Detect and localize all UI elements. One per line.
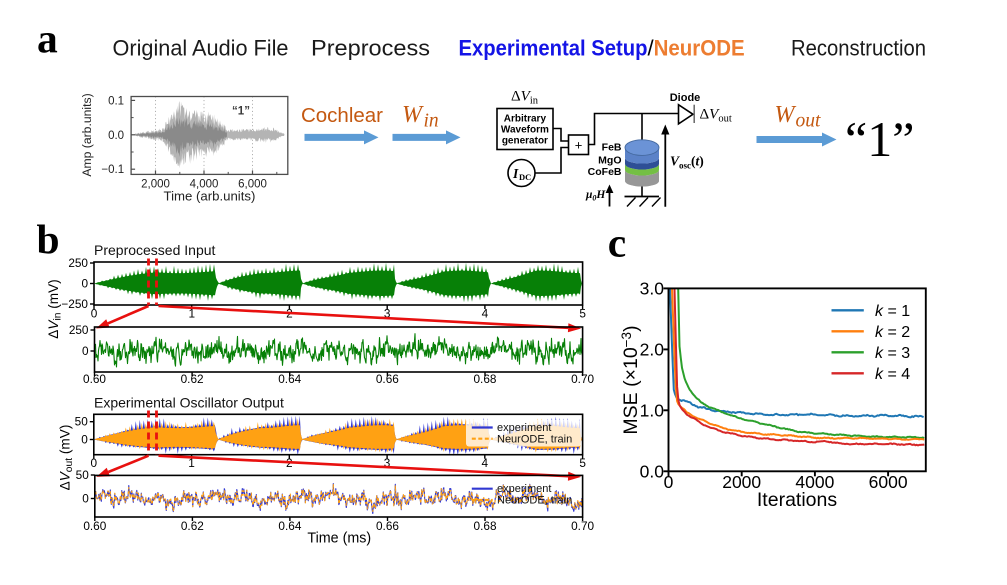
svg-text:0.64: 0.64 bbox=[278, 372, 301, 386]
svg-text:CoFeB: CoFeB bbox=[588, 166, 622, 178]
svg-text:0: 0 bbox=[81, 433, 88, 447]
svg-text:4000: 4000 bbox=[795, 472, 834, 492]
svg-text:MgO: MgO bbox=[598, 155, 621, 167]
svg-text:in: in bbox=[424, 111, 439, 132]
svg-text:Time (ms): Time (ms) bbox=[307, 530, 371, 546]
svg-text:2,000: 2,000 bbox=[141, 178, 170, 190]
svg-text:50: 50 bbox=[76, 468, 90, 482]
svg-text:0.0: 0.0 bbox=[640, 462, 665, 482]
svg-text:0.62: 0.62 bbox=[181, 372, 204, 386]
svg-text:Experimental Setup/NeurODE: Experimental Setup/NeurODE bbox=[459, 36, 745, 61]
svg-text:4,000: 4,000 bbox=[190, 178, 219, 190]
svg-text:0.68: 0.68 bbox=[474, 519, 497, 533]
svg-text:2.0: 2.0 bbox=[640, 340, 665, 360]
svg-text:−250: −250 bbox=[61, 297, 88, 311]
svg-text:NeurODE, train: NeurODE, train bbox=[497, 495, 572, 507]
svg-text:1: 1 bbox=[188, 307, 195, 321]
svg-text:5: 5 bbox=[579, 307, 586, 321]
svg-text:b: b bbox=[37, 216, 60, 262]
svg-text:0.70: 0.70 bbox=[571, 372, 594, 386]
svg-text:6,000: 6,000 bbox=[238, 178, 267, 190]
svg-text:Experimental Oscillator Output: Experimental Oscillator Output bbox=[94, 395, 284, 411]
svg-text:−0.1: −0.1 bbox=[101, 164, 124, 176]
svg-text:0.60: 0.60 bbox=[83, 372, 106, 386]
svg-text:experiment: experiment bbox=[497, 483, 551, 495]
svg-text:W: W bbox=[402, 102, 424, 128]
svg-text:MSE (×10−3): MSE (×10−3) bbox=[619, 325, 642, 434]
svg-text:0: 0 bbox=[82, 492, 89, 506]
svg-text:c: c bbox=[608, 220, 626, 266]
svg-text:0.64: 0.64 bbox=[278, 519, 301, 533]
svg-text:“1”: “1” bbox=[232, 106, 250, 118]
svg-text:0.60: 0.60 bbox=[83, 519, 106, 533]
svg-text:0.70: 0.70 bbox=[571, 519, 594, 533]
svg-text:0.62: 0.62 bbox=[181, 519, 204, 533]
svg-text:3: 3 bbox=[384, 456, 391, 470]
svg-text:1.0: 1.0 bbox=[640, 401, 665, 421]
svg-text:0: 0 bbox=[91, 456, 98, 470]
svg-text:experiment: experiment bbox=[497, 422, 551, 434]
svg-text:Time (arb.units): Time (arb.units) bbox=[164, 189, 256, 204]
svg-text:μ0H: μ0H bbox=[585, 189, 606, 203]
svg-text:250: 250 bbox=[68, 256, 88, 270]
svg-text:k = 1: k = 1 bbox=[875, 303, 910, 320]
svg-text:Arbitrary: Arbitrary bbox=[504, 114, 547, 125]
svg-text:Reconstruction: Reconstruction bbox=[791, 36, 926, 61]
svg-text:50: 50 bbox=[75, 415, 89, 429]
svg-text:a: a bbox=[37, 16, 58, 62]
svg-text:4: 4 bbox=[482, 456, 489, 470]
svg-text:generator: generator bbox=[502, 136, 548, 147]
svg-text:Iterations: Iterations bbox=[757, 489, 837, 511]
svg-text:0.1: 0.1 bbox=[108, 95, 124, 107]
svg-text:k = 4: k = 4 bbox=[875, 366, 910, 383]
svg-text:ΔVin (mV): ΔVin (mV) bbox=[46, 279, 64, 338]
svg-text:3.0: 3.0 bbox=[640, 279, 665, 299]
svg-text:250: 250 bbox=[69, 323, 89, 337]
svg-text:Original Audio File: Original Audio File bbox=[113, 36, 289, 61]
svg-text:Waveform: Waveform bbox=[501, 125, 549, 136]
svg-text:k = 2: k = 2 bbox=[875, 324, 910, 341]
svg-text:FeB: FeB bbox=[602, 142, 622, 154]
svg-text:W: W bbox=[775, 102, 797, 128]
svg-text:DC: DC bbox=[519, 172, 531, 182]
svg-text:0.66: 0.66 bbox=[376, 519, 399, 533]
svg-text:Amp (arb.units): Amp (arb.units) bbox=[80, 93, 94, 176]
svg-text:0: 0 bbox=[91, 307, 98, 321]
svg-text:k = 3: k = 3 bbox=[875, 345, 910, 362]
svg-text:“1”: “1” bbox=[845, 111, 914, 167]
svg-text:0.66: 0.66 bbox=[376, 372, 399, 386]
svg-text:NeurODE, train: NeurODE, train bbox=[497, 433, 572, 445]
svg-text:+: + bbox=[575, 138, 583, 153]
svg-text:2000: 2000 bbox=[722, 472, 761, 492]
svg-text:0: 0 bbox=[82, 344, 89, 358]
svg-text:6000: 6000 bbox=[869, 472, 908, 492]
svg-text:Preprocess: Preprocess bbox=[311, 36, 430, 61]
svg-text:3: 3 bbox=[384, 307, 391, 321]
svg-text:0.68: 0.68 bbox=[473, 372, 496, 386]
svg-text:Cochlear: Cochlear bbox=[301, 104, 383, 127]
svg-text:ΔVout (mV): ΔVout (mV) bbox=[58, 425, 76, 491]
svg-text:4: 4 bbox=[482, 307, 489, 321]
svg-text:Diode: Diode bbox=[670, 92, 701, 104]
svg-text:I: I bbox=[512, 166, 519, 181]
svg-text:0.0: 0.0 bbox=[108, 130, 124, 142]
svg-text:Vosc(t): Vosc(t) bbox=[670, 154, 704, 171]
svg-text:out: out bbox=[796, 111, 822, 132]
svg-text:Preprocessed Input: Preprocessed Input bbox=[94, 242, 216, 258]
svg-text:1: 1 bbox=[188, 456, 195, 470]
svg-text:0: 0 bbox=[664, 472, 674, 492]
svg-text:5: 5 bbox=[579, 456, 586, 470]
svg-text:0: 0 bbox=[81, 277, 88, 291]
